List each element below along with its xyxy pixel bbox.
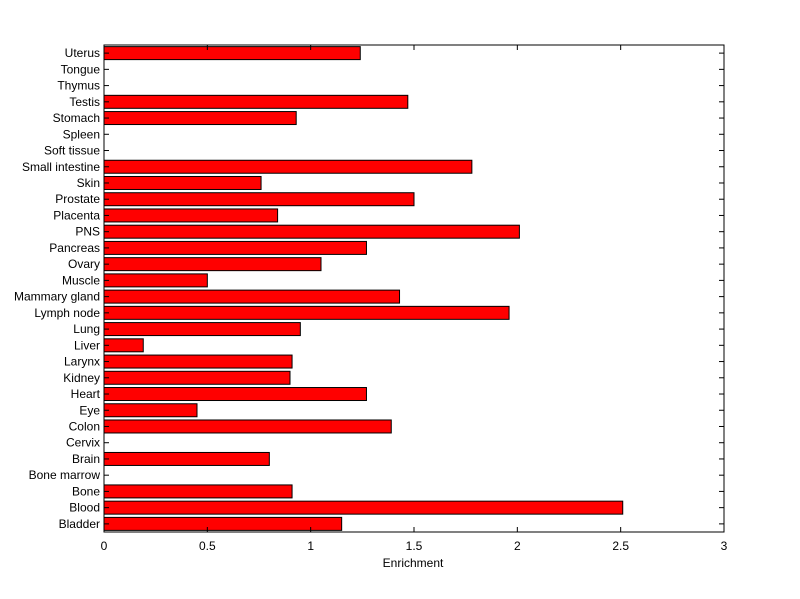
y-tick-label: Heart	[71, 387, 101, 401]
y-tick-label: Stomach	[53, 111, 100, 125]
bar-kidney	[103, 370, 291, 385]
bar-heart	[103, 387, 367, 402]
y-tick-label: Brain	[72, 452, 100, 466]
y-tick-label: Mammary gland	[14, 290, 100, 304]
x-tick-label: 2	[514, 539, 521, 553]
y-tick-label: PNS	[75, 225, 100, 239]
y-tick-label: Uterus	[65, 46, 100, 60]
bar-liver	[103, 338, 144, 353]
x-tick-label: 1.5	[406, 539, 423, 553]
bar-pancreas	[103, 240, 367, 255]
y-tick-label: Kidney	[63, 371, 100, 385]
bar-stomach	[103, 111, 297, 126]
bar-bladder	[103, 516, 343, 531]
y-tick-label: Placenta	[53, 208, 100, 222]
bar-testis	[103, 94, 409, 109]
y-tick-label: Eye	[79, 403, 100, 417]
bar-small-intestine	[103, 159, 473, 174]
x-axis-label: Enrichment	[383, 556, 444, 570]
bar-blood	[103, 500, 624, 515]
x-tick-label: 3	[721, 539, 728, 553]
y-tick-label: Lung	[73, 322, 100, 336]
x-tick-label: 2.5	[612, 539, 629, 553]
bar-skin	[103, 175, 262, 190]
bar-colon	[103, 419, 392, 434]
y-tick-label: Small intestine	[22, 160, 100, 174]
bar-pns	[103, 224, 520, 239]
y-tick-label: Skin	[77, 176, 100, 190]
bar-larynx	[103, 354, 293, 369]
x-axis-ticks: 0 0.5 1 1.5 2 2.5 3	[101, 45, 728, 553]
y-tick-label: Bladder	[59, 517, 100, 531]
y-tick-label: Spleen	[63, 127, 100, 141]
y-tick-label: Pancreas	[49, 241, 100, 255]
bar-prostate	[103, 192, 415, 207]
bar-brain	[103, 451, 270, 466]
y-axis-ticks: Bladder Blood Bone Bone marrow Brain Cervix Co…	[14, 46, 724, 531]
bar-bone	[103, 484, 293, 499]
y-tick-label: Muscle	[62, 273, 100, 287]
y-tick-label: Bone	[72, 484, 100, 498]
y-tick-label: Ovary	[68, 257, 100, 271]
bar-lung	[103, 322, 301, 337]
x-tick-label: 0	[101, 539, 108, 553]
y-tick-label: Bone marrow	[29, 468, 101, 482]
bar-mammary-gland	[103, 289, 401, 304]
x-tick-label: 1	[307, 539, 314, 553]
bar-muscle	[103, 273, 208, 288]
bar-lymph-node	[103, 305, 510, 320]
plot-area	[103, 44, 725, 533]
y-tick-label: Soft tissue	[44, 144, 100, 158]
y-tick-label: Thymus	[57, 79, 100, 93]
y-tick-label: Lymph node	[34, 306, 100, 320]
bars-group	[103, 46, 624, 531]
y-tick-label: Blood	[69, 501, 100, 515]
y-tick-label: Testis	[69, 95, 100, 109]
x-tick-label: 0.5	[199, 539, 216, 553]
bar-eye	[103, 403, 198, 418]
bar-ovary	[103, 257, 322, 272]
bar-uterus	[103, 46, 361, 61]
bar-placenta	[103, 208, 279, 223]
y-tick-label: Cervix	[66, 436, 100, 450]
y-tick-label: Larynx	[64, 355, 100, 369]
y-tick-label: Liver	[74, 338, 100, 352]
y-tick-label: Colon	[69, 419, 100, 433]
y-tick-label: Tongue	[61, 62, 101, 76]
y-tick-label: Prostate	[55, 192, 100, 206]
